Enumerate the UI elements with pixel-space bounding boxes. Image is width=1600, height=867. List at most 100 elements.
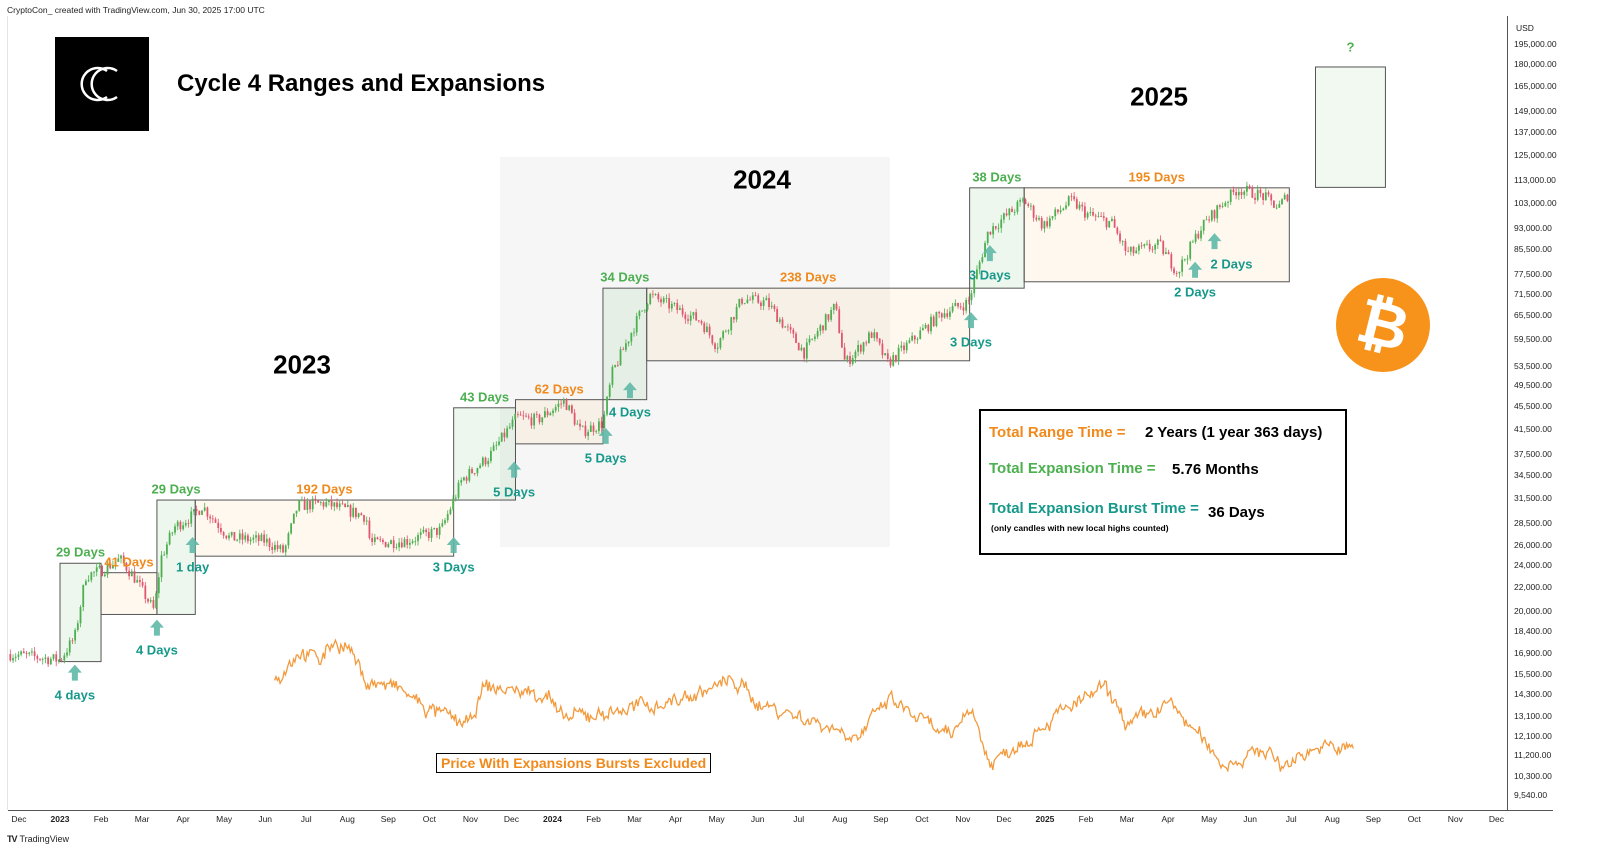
year-2024-background bbox=[500, 157, 890, 547]
candle-body bbox=[781, 319, 784, 328]
candle-body bbox=[770, 305, 773, 308]
candle bbox=[949, 307, 951, 320]
candle bbox=[1278, 200, 1281, 208]
candle-body bbox=[406, 539, 409, 545]
candle bbox=[360, 512, 363, 516]
candle bbox=[1181, 256, 1184, 277]
candle bbox=[895, 354, 897, 364]
expansion-label: 38 Days bbox=[972, 169, 1022, 185]
candle-body bbox=[193, 509, 195, 512]
time-tick-label: 2024 bbox=[543, 814, 562, 824]
candle bbox=[676, 299, 679, 314]
candle bbox=[606, 396, 608, 417]
candle-body bbox=[203, 507, 206, 511]
candle bbox=[322, 501, 325, 510]
candle bbox=[957, 302, 959, 309]
candle-body bbox=[1081, 204, 1084, 207]
candle bbox=[166, 541, 168, 559]
candle-body bbox=[454, 497, 457, 499]
candle bbox=[711, 334, 714, 346]
range-box bbox=[646, 287, 971, 362]
candle bbox=[1281, 198, 1283, 205]
candle bbox=[730, 317, 733, 336]
candle bbox=[1259, 186, 1262, 198]
candle-body bbox=[606, 396, 608, 415]
price-tick-label: 13,100.00 bbox=[1514, 710, 1552, 721]
candle bbox=[808, 335, 811, 346]
candle-body bbox=[211, 518, 214, 520]
arrow-up-icon bbox=[598, 427, 613, 444]
time-tick-label: Feb bbox=[586, 814, 601, 824]
candle bbox=[430, 526, 433, 542]
candle-body bbox=[28, 652, 31, 654]
candle bbox=[141, 578, 144, 588]
candle bbox=[479, 463, 482, 469]
candle-body bbox=[384, 541, 387, 548]
candle bbox=[303, 496, 306, 510]
candle-body bbox=[1140, 245, 1143, 247]
arrow-up-icon bbox=[982, 245, 997, 262]
candle bbox=[1016, 199, 1019, 215]
tradingview-footer[interactable]: TV TradingView bbox=[7, 834, 69, 844]
candle-body bbox=[263, 534, 266, 543]
candle bbox=[1200, 226, 1202, 242]
candle-body bbox=[279, 545, 282, 549]
candle-body bbox=[120, 555, 122, 559]
candle bbox=[1127, 246, 1130, 253]
candle-body bbox=[260, 534, 263, 541]
candle bbox=[363, 514, 365, 525]
candle bbox=[873, 328, 876, 342]
candle bbox=[500, 432, 503, 443]
candle bbox=[398, 538, 401, 552]
candle bbox=[1173, 266, 1175, 276]
range-label: 192 Days bbox=[296, 481, 353, 497]
candle-body bbox=[41, 658, 44, 660]
candle-body bbox=[743, 303, 746, 304]
candle bbox=[317, 500, 320, 503]
candle-body bbox=[722, 331, 725, 339]
candle bbox=[252, 534, 255, 544]
candle bbox=[446, 510, 449, 523]
candle bbox=[868, 330, 870, 344]
candle-body bbox=[1205, 219, 1208, 221]
price-tick-label: 113,000.00 bbox=[1514, 174, 1556, 185]
candle bbox=[1283, 192, 1286, 200]
candle bbox=[695, 308, 698, 321]
candle bbox=[851, 355, 854, 366]
candle-body bbox=[125, 563, 128, 571]
candle-body bbox=[506, 428, 509, 438]
candle-body bbox=[859, 345, 862, 352]
candle bbox=[14, 653, 17, 662]
candle bbox=[913, 335, 916, 344]
candle-body bbox=[479, 465, 482, 469]
candle-body bbox=[765, 298, 768, 301]
candle-body bbox=[741, 298, 743, 304]
candle bbox=[689, 311, 692, 326]
candle-body bbox=[876, 332, 878, 339]
candle bbox=[811, 338, 814, 341]
candle bbox=[546, 408, 549, 418]
candle-body bbox=[228, 535, 230, 539]
candle bbox=[58, 658, 60, 664]
candle bbox=[433, 527, 436, 531]
candle bbox=[724, 329, 727, 333]
candle-body bbox=[1032, 205, 1035, 218]
candle-body bbox=[881, 343, 884, 356]
candle bbox=[886, 349, 889, 362]
candle-body bbox=[1135, 250, 1138, 254]
candle-body bbox=[900, 345, 903, 348]
candle bbox=[90, 571, 93, 583]
candle-body bbox=[584, 425, 587, 437]
candle bbox=[535, 411, 538, 418]
candle bbox=[562, 397, 565, 407]
candle-body bbox=[101, 566, 104, 577]
time-tick-label: May bbox=[216, 814, 233, 824]
candle bbox=[346, 500, 349, 508]
candle-body bbox=[787, 326, 789, 328]
candle-body bbox=[544, 411, 546, 418]
candle-body bbox=[1283, 194, 1286, 200]
candle bbox=[857, 340, 860, 357]
candle bbox=[382, 538, 384, 545]
candle-body bbox=[816, 331, 819, 337]
